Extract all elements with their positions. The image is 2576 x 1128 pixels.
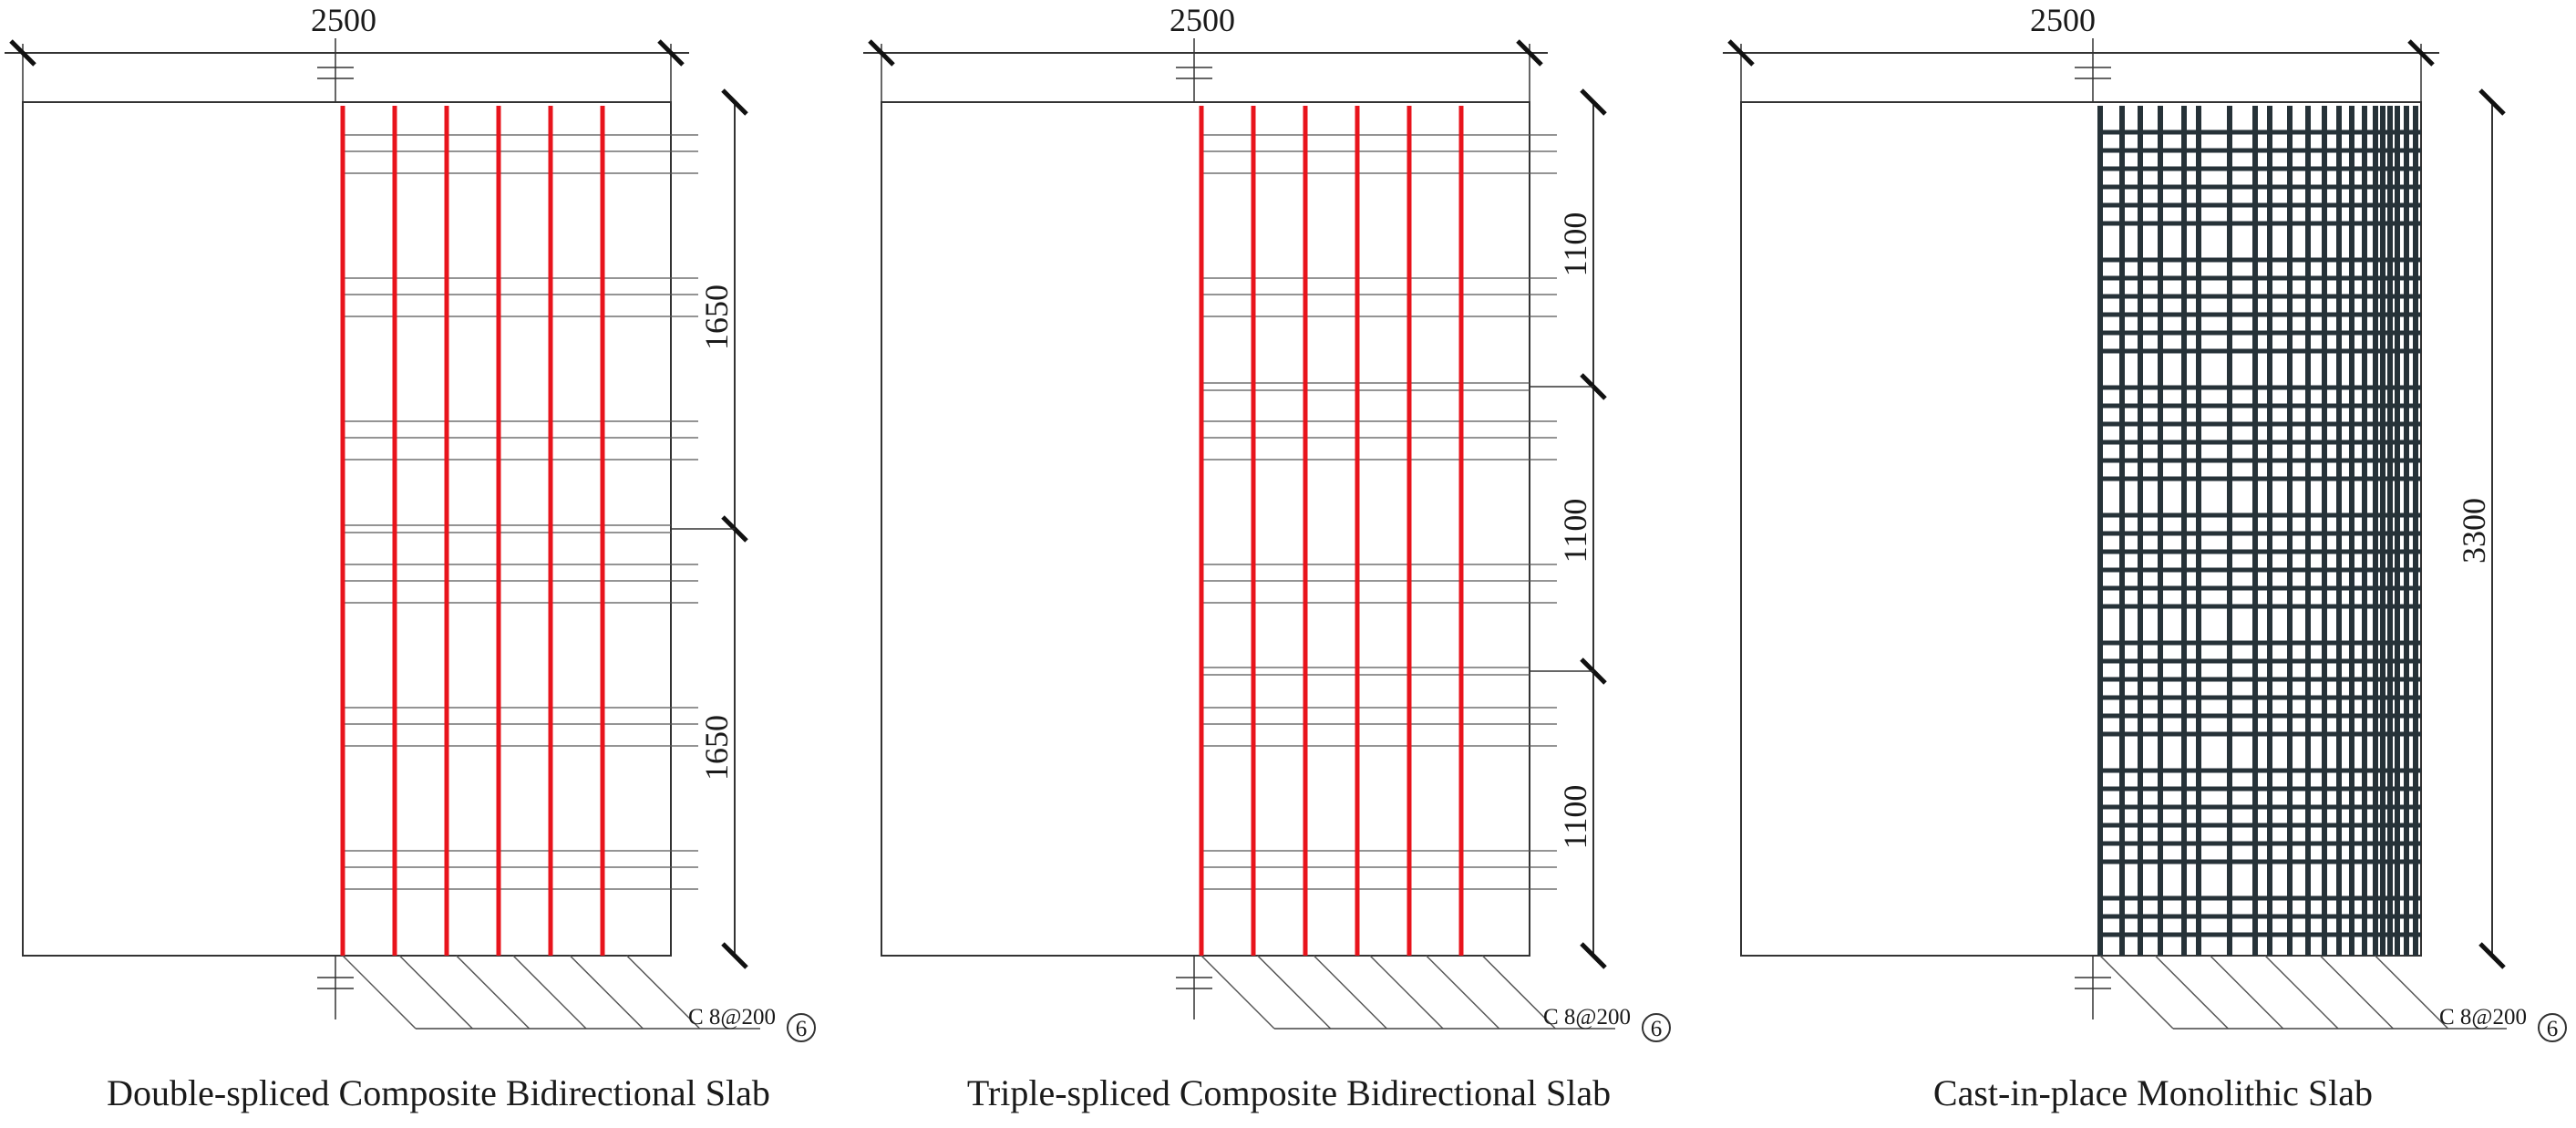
span-dimension-label-2: 1650 — [698, 715, 735, 781]
slab-outline — [22, 101, 672, 957]
rebar-mark-circle — [2538, 1013, 2567, 1042]
rebar-mark-number: 6 — [2547, 1017, 2559, 1041]
dimension-tick — [1580, 942, 1607, 969]
rebar-leader-hatch — [398, 955, 473, 1030]
rebar-leader-hatch — [1426, 955, 1500, 1030]
rebar-leader-hatch — [2375, 955, 2449, 1030]
rebar-leader-hatch — [2099, 955, 2174, 1030]
rebar-leader-hatch — [512, 955, 587, 1030]
rebar-spec-label: C 8@200 — [1543, 1005, 1631, 1030]
panel-caption: Triple-spliced Composite Bidirectional S… — [967, 1072, 1611, 1113]
span-dimension-label-1: 1650 — [698, 285, 735, 350]
slab-outline — [1740, 101, 2422, 957]
rebar-leader-hatch — [569, 955, 644, 1030]
slab-drawing — [1723, 38, 2507, 1030]
rebar-leader-hatch — [342, 955, 417, 1030]
panel-triple-spliced: 2500 1100 1100 1100 C 8@200 6 Triple-spl… — [863, 2, 1671, 1113]
span-dimension-label-1: 3300 — [2456, 498, 2492, 564]
rebar-spec-label: C 8@200 — [2439, 1005, 2527, 1030]
slab-outline — [881, 101, 1530, 957]
panel-cast-in-place: 2500 3300 C 8@200 6 Cast-in-place Monoli… — [1723, 2, 2567, 1113]
span-dimension-label-3: 1100 — [1557, 785, 1593, 850]
dimension-tick — [1580, 88, 1607, 116]
dimension-tick — [721, 942, 748, 969]
dimension-tick — [2407, 39, 2435, 67]
width-dimension-label: 2500 — [2030, 2, 2096, 38]
panel-double-spliced: 2500 1650 1650 C 8@200 6 Double-spliced … — [5, 2, 816, 1113]
rebar-mark-circle — [787, 1013, 816, 1042]
dimension-tick — [9, 39, 36, 67]
rebar-leader-hatch — [2210, 955, 2284, 1030]
dimension-tick — [1727, 39, 1755, 67]
dimension-tick — [657, 39, 685, 67]
span-dimension-label-1: 1100 — [1557, 212, 1593, 277]
rebar-leader-hatch — [456, 955, 531, 1030]
width-dimension-label: 2500 — [311, 2, 376, 38]
rebar-spec-label: C 8@200 — [688, 1005, 776, 1030]
dimension-tick — [1516, 39, 1543, 67]
rebar-mark-number: 6 — [796, 1017, 808, 1041]
width-dimension-label: 2500 — [1170, 2, 1235, 38]
panel-caption: Double-spliced Composite Bidirectional S… — [107, 1072, 770, 1113]
rebar-leader-hatch — [1481, 955, 1556, 1030]
dimension-tick — [2478, 942, 2506, 969]
rebar-mark-number: 6 — [1651, 1017, 1663, 1041]
rebar-leader-hatch — [1257, 955, 1332, 1030]
dimension-tick — [721, 88, 748, 116]
rebar-leader-hatch — [2154, 955, 2229, 1030]
rebar-leader-hatch — [626, 955, 701, 1030]
span-dimension-label-2: 1100 — [1557, 499, 1593, 564]
rebar-leader-hatch — [1200, 955, 1275, 1030]
rebar-leader-hatch — [1313, 955, 1387, 1030]
rebar-mark-circle — [1642, 1013, 1671, 1042]
dimension-tick — [2478, 88, 2506, 116]
slab-drawing — [863, 38, 1615, 1030]
slab-drawing — [5, 38, 760, 1030]
panel-caption: Cast-in-place Monolithic Slab — [1933, 1072, 2373, 1113]
rebar-leader-hatch — [1369, 955, 1444, 1030]
rebar-leader-hatch — [2264, 955, 2339, 1030]
dimension-tick — [868, 39, 895, 67]
rebar-leader-hatch — [2319, 955, 2394, 1030]
